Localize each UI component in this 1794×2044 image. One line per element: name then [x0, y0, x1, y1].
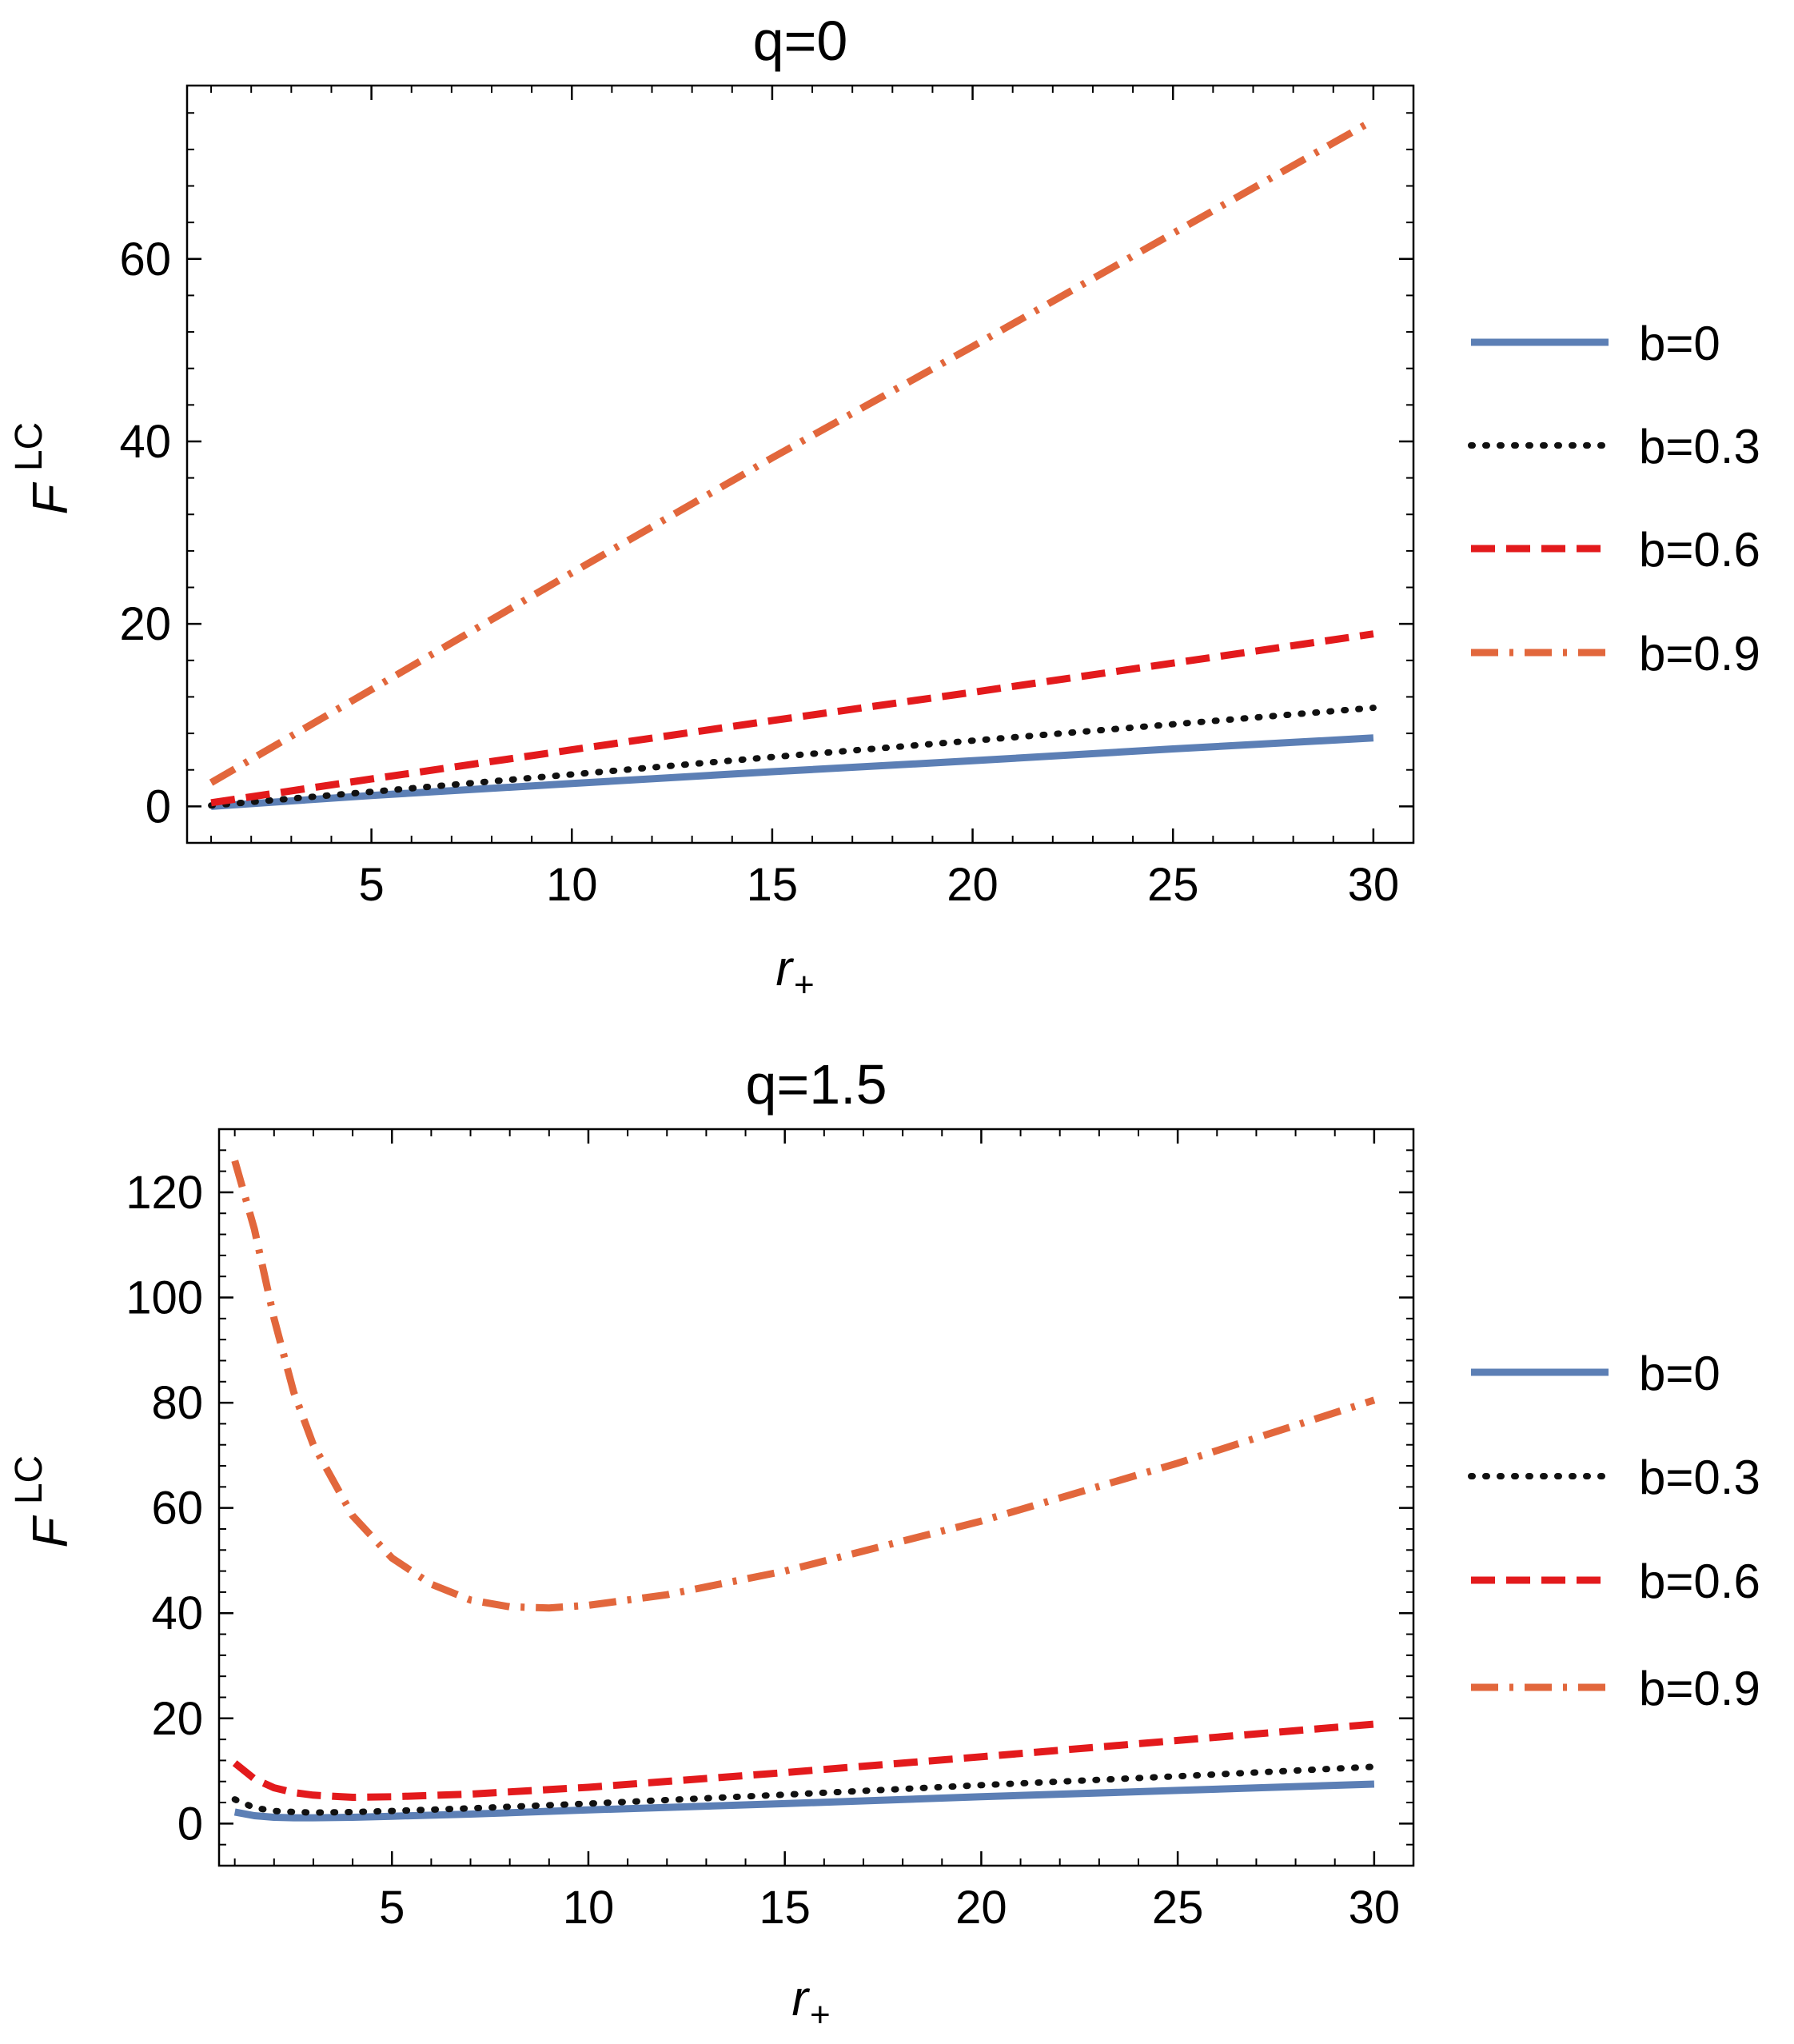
- legend-label: b=0.6: [1639, 523, 1760, 577]
- y-axis-label: F: [23, 1515, 78, 1547]
- y-axis-label-superscript: LC: [8, 1455, 50, 1504]
- series-line-b-0-3: [208, 705, 1377, 809]
- legend-label: b=0.9: [1639, 1662, 1760, 1715]
- series-line-b-0-9: [231, 1160, 1376, 1612]
- x-tick-label: 10: [546, 859, 598, 911]
- y-tick-label: 0: [177, 1798, 203, 1850]
- chart-q1-5: q=1.5 5 10 15 20 25 30 0 20 40 60 80 100 120 r + F LC b=0 b…: [8, 1053, 1760, 2034]
- series-line-b-0-9: [209, 117, 1376, 786]
- legend-label: b=0.3: [1639, 1451, 1760, 1504]
- chart-q0: q=0 5 10 15 20 25 30 0 20 40 60 r + F LC b=0 b=0.3 b=0.6 b…: [8, 10, 1760, 1004]
- x-tick-label: 15: [747, 859, 799, 911]
- y-tick-label: 60: [119, 234, 171, 285]
- series-line-b-0-6: [210, 630, 1374, 807]
- x-tick-label: 25: [1147, 859, 1199, 911]
- x-tick-label: 25: [1152, 1882, 1204, 1934]
- y-axis-label-superscript: LC: [8, 422, 50, 471]
- legend-label: b=0.6: [1639, 1555, 1760, 1608]
- x-axis-label: r: [791, 1971, 810, 2026]
- legend-label: b=0: [1639, 317, 1720, 370]
- y-tick-label: 0: [146, 780, 171, 832]
- x-tick-label: 5: [358, 859, 384, 911]
- plot-frame: [217, 1128, 1415, 1867]
- y-tick-label: 80: [151, 1377, 203, 1429]
- x-tick-label: 20: [947, 859, 999, 911]
- x-tick-label: 20: [955, 1882, 1007, 1934]
- series-line-b-0-3: [231, 1763, 1377, 1816]
- x-tick-label: 30: [1349, 1882, 1401, 1934]
- chart-title: q=0: [753, 10, 848, 72]
- chart-title: q=1.5: [745, 1053, 887, 1116]
- x-tick-label: 30: [1348, 859, 1400, 911]
- y-tick-label: 40: [119, 416, 171, 468]
- y-tick-label: 60: [151, 1483, 203, 1535]
- x-tick-label: 10: [563, 1882, 615, 1934]
- y-tick-label: 20: [151, 1693, 203, 1745]
- series-line-b-0: [210, 734, 1374, 810]
- y-axis-label-group: F LC: [8, 1455, 78, 1548]
- x-tick-label: 15: [759, 1882, 811, 1934]
- x-axis-label-subscript: +: [810, 1995, 831, 2034]
- x-tick-label: 5: [379, 1882, 405, 1934]
- y-tick-label: 40: [151, 1587, 203, 1639]
- plot-frame: [185, 84, 1415, 844]
- x-axis-label: r: [775, 941, 794, 996]
- y-axis-label: F: [23, 481, 78, 514]
- y-tick-label: 20: [119, 598, 171, 650]
- legend-label: b=0.9: [1639, 627, 1760, 681]
- y-tick-label: 100: [126, 1272, 203, 1324]
- legend-label: b=0: [1639, 1347, 1720, 1400]
- series-line-b-0: [233, 1780, 1375, 1822]
- y-axis-label-group: F LC: [8, 422, 78, 515]
- x-axis-label-subscript: +: [794, 965, 815, 1004]
- series-line-b-0-6: [232, 1720, 1375, 1801]
- y-tick-label: 120: [126, 1167, 203, 1219]
- legend-label: b=0.3: [1639, 420, 1760, 473]
